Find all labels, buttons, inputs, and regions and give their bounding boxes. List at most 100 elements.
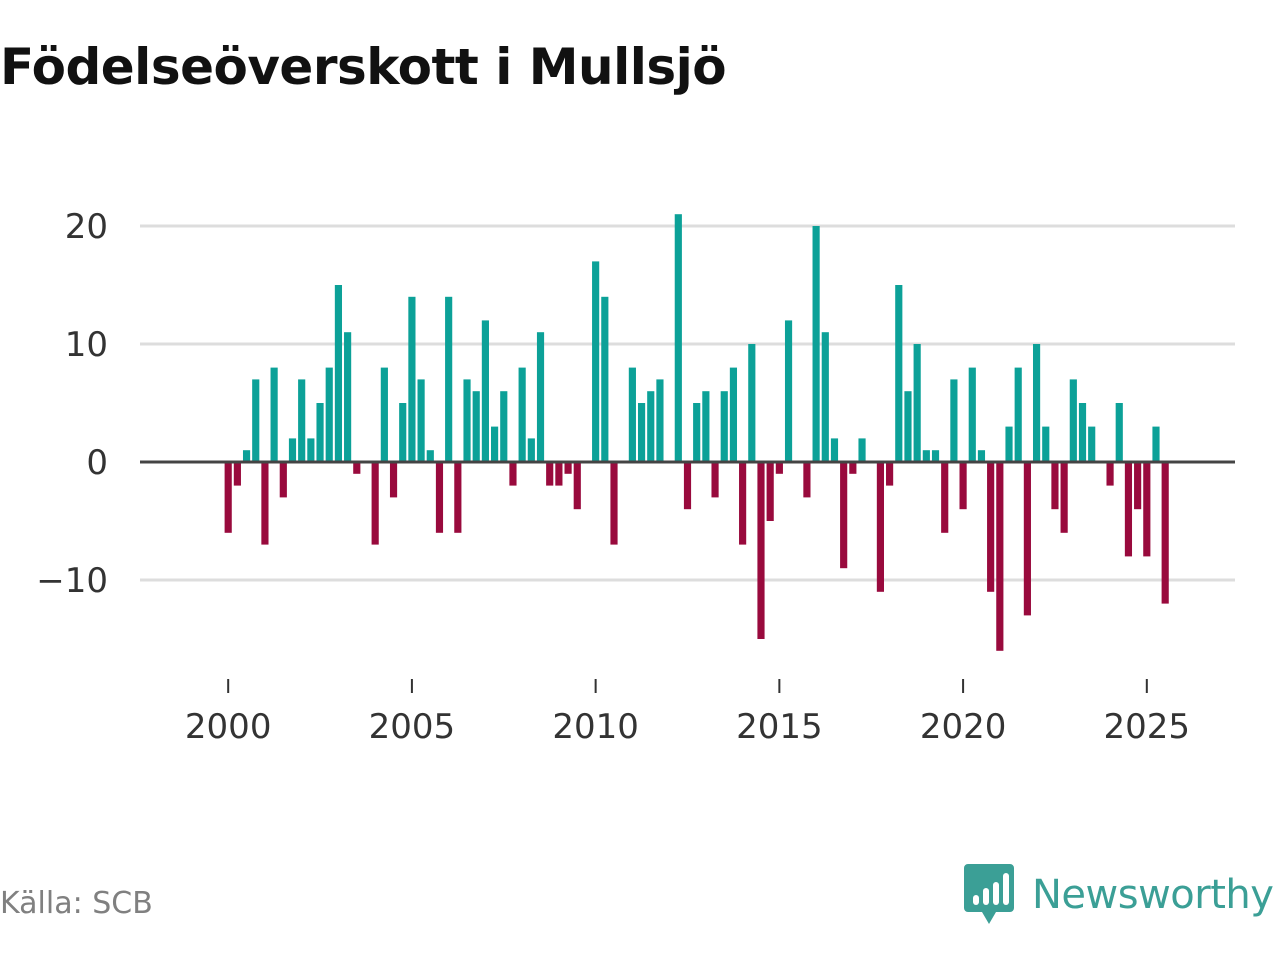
bar-positive — [968, 367, 976, 462]
brand-name: Newsworthy — [1032, 872, 1274, 918]
bar-negative — [941, 462, 949, 533]
newsworthy-logo-icon — [964, 864, 1014, 924]
bar-positive — [1005, 426, 1013, 462]
bar-negative — [711, 462, 719, 498]
bar-positive — [977, 450, 986, 462]
bar-negative — [1051, 462, 1059, 510]
bar-positive — [417, 379, 425, 462]
bar-negative — [886, 462, 894, 486]
bar-negative — [555, 462, 563, 486]
bar-positive — [1115, 403, 1123, 462]
bar-positive — [1069, 379, 1077, 462]
bar-positive — [1078, 403, 1087, 462]
bar-negative — [371, 462, 379, 545]
bar-positive — [426, 450, 434, 462]
axes: −10 0 10 20 2000 2005 2010 2015 2020 2025 — [36, 207, 1235, 747]
x-tick-label: 2005 — [369, 707, 456, 747]
bar-negative — [1124, 462, 1133, 557]
bar-positive — [252, 379, 260, 462]
bar-positive — [472, 391, 480, 462]
y-tick-label: −10 — [36, 561, 108, 601]
bar-positive — [1088, 426, 1096, 462]
bar-negative — [803, 462, 811, 498]
bar-negative — [959, 462, 967, 510]
bar-positive — [325, 367, 333, 462]
bar-negative — [775, 462, 783, 474]
bar-positive — [399, 403, 407, 462]
bar-positive — [316, 403, 324, 462]
bar-negative — [279, 462, 287, 498]
bar-negative — [564, 462, 572, 474]
bar-positive — [334, 285, 343, 462]
bar-positive — [518, 367, 526, 462]
bar-negative — [573, 462, 581, 510]
bar-positive — [536, 332, 545, 462]
bar-negative — [610, 462, 618, 545]
bar-positive — [1042, 426, 1050, 462]
bar-positive — [445, 296, 453, 462]
bar-positive — [637, 403, 646, 462]
bar-positive — [821, 332, 829, 462]
bar-negative — [996, 462, 1004, 651]
bar-positive — [1032, 344, 1041, 462]
bar-positive — [1152, 426, 1160, 462]
bar-negative — [261, 462, 269, 545]
bar-negative — [353, 462, 361, 474]
bar-negative — [739, 462, 747, 545]
chart-title: Födelseöverskott i Mullsjö — [0, 38, 727, 96]
bar-negative — [509, 462, 517, 486]
bar-positive — [307, 438, 315, 462]
bar-positive — [812, 226, 820, 462]
bar-positive — [380, 367, 388, 462]
bar-negative — [435, 462, 444, 533]
bar-positive — [830, 438, 839, 462]
bar-negative — [1143, 462, 1151, 557]
bar-positive — [592, 261, 600, 462]
bar-positive — [270, 367, 278, 462]
bar-negative — [849, 462, 857, 474]
bar-positive — [904, 391, 912, 462]
bar-positive — [674, 214, 682, 462]
bars — [224, 214, 1169, 651]
source-label: Källa: SCB — [0, 886, 153, 921]
bar-positive — [242, 450, 251, 462]
bar-positive — [720, 391, 728, 462]
bar-positive — [784, 320, 793, 462]
bar-positive — [298, 379, 306, 462]
y-tick-label: 0 — [86, 443, 108, 483]
bar-positive — [344, 332, 352, 462]
x-tick-label: 2020 — [920, 707, 1007, 747]
bar-positive — [628, 367, 636, 462]
x-tick-label: 2000 — [185, 707, 272, 747]
bar-positive — [408, 296, 416, 462]
bar-positive — [647, 391, 655, 462]
bar-positive — [748, 344, 756, 462]
bar-negative — [840, 462, 848, 569]
bar-positive — [950, 379, 958, 462]
y-tick-label: 10 — [65, 325, 108, 365]
bar-negative — [683, 462, 692, 510]
bar-negative — [876, 462, 884, 592]
bar-positive — [931, 450, 940, 462]
bar-positive — [500, 391, 508, 462]
bar-negative — [1060, 462, 1068, 533]
bar-negative — [233, 462, 241, 486]
x-tick-label: 2010 — [552, 707, 639, 747]
x-tick-label: 2015 — [736, 707, 823, 747]
bar-positive — [481, 320, 489, 462]
bar-positive — [729, 367, 738, 462]
brand-logo: Newsworthy — [964, 864, 1274, 926]
bar-negative — [757, 462, 765, 639]
y-tick-label: 20 — [65, 207, 108, 247]
bar-positive — [895, 285, 903, 462]
bar-positive — [693, 403, 701, 462]
bar-negative — [454, 462, 462, 533]
bar-positive — [1014, 367, 1022, 462]
bar-negative — [389, 462, 398, 498]
bar-negative — [1161, 462, 1169, 604]
bar-positive — [491, 426, 499, 462]
bar-positive — [913, 344, 921, 462]
bar-negative — [1023, 462, 1031, 616]
bar-negative — [546, 462, 554, 486]
